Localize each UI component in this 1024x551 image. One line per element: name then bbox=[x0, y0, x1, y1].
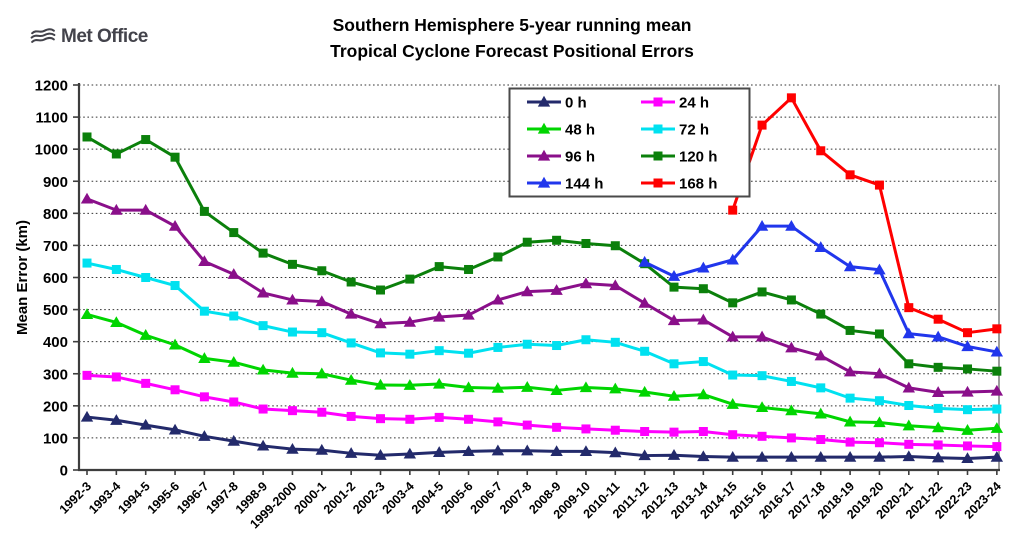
series-120-h bbox=[82, 132, 1002, 376]
chart-title-line2: Tropical Cyclone Forecast Positional Err… bbox=[330, 41, 694, 61]
x-tick-label: 1993-4 bbox=[86, 479, 123, 516]
legend-item-0-h: 0 h bbox=[527, 95, 587, 112]
y-tick-label: 400 bbox=[43, 334, 68, 351]
x-tick-label: 2002-3 bbox=[350, 479, 387, 516]
x-tick-label: 2000-1 bbox=[291, 479, 328, 516]
y-axis-ticks: 0 100 200 300 400 500 600 700 800 900 1000 1100 1200 bbox=[35, 78, 79, 480]
x-tick-label: 2004-5 bbox=[409, 479, 446, 516]
legend-label-72-h: 72 h bbox=[679, 122, 709, 139]
met-office-logo: Met Office bbox=[30, 26, 148, 48]
legend-label-120-h: 120 h bbox=[679, 149, 717, 166]
legend-label-24-h: 24 h bbox=[679, 95, 709, 112]
y-tick-label: 0 bbox=[60, 463, 68, 480]
series-168-h bbox=[728, 93, 1002, 338]
logo-text: Met Office bbox=[61, 26, 148, 47]
legend-label-48-h: 48 h bbox=[565, 122, 595, 139]
legend-item-120-h: 120 h bbox=[641, 149, 717, 166]
y-tick-label: 1100 bbox=[35, 110, 68, 127]
chart-title: Southern Hemisphere 5-year running mean … bbox=[0, 12, 1024, 64]
legend-item-48-h: 48 h bbox=[527, 122, 595, 139]
series-48-h bbox=[80, 308, 1004, 435]
series-24-h bbox=[82, 370, 1002, 452]
y-tick-label: 1200 bbox=[35, 78, 68, 95]
y-tick-label: 900 bbox=[43, 174, 68, 191]
legend-label-96-h: 96 h bbox=[565, 149, 595, 166]
legend-item-72-h: 72 h bbox=[641, 122, 709, 139]
x-tick-label: 2006-7 bbox=[468, 479, 505, 516]
x-tick-label: 2007-8 bbox=[497, 479, 534, 516]
series-144-h bbox=[638, 219, 1004, 357]
x-tick-label: 2003-4 bbox=[380, 479, 417, 516]
legend-item-144-h: 144 h bbox=[527, 176, 603, 193]
y-tick-label: 1000 bbox=[35, 142, 68, 159]
y-tick-label: 800 bbox=[43, 206, 68, 223]
legend: 0 h 24 h 48 h 72 h 96 h 120 h 144 h 168 h bbox=[508, 87, 751, 198]
met-office-wave-icon bbox=[30, 28, 56, 43]
y-tick-label: 300 bbox=[43, 366, 68, 383]
legend-item-168-h: 168 h bbox=[641, 176, 717, 193]
series-96-h bbox=[80, 192, 1004, 397]
x-tick-label: 1994-5 bbox=[115, 479, 152, 516]
legend-label-0-h: 0 h bbox=[565, 95, 587, 112]
y-tick-label: 200 bbox=[43, 398, 68, 415]
legend-label-144-h: 144 h bbox=[565, 176, 603, 193]
x-axis-ticks: 1992-31993-41994-51995-61996-71997-81998… bbox=[57, 470, 1004, 531]
chart-title-line1: Southern Hemisphere 5-year running mean bbox=[332, 15, 692, 35]
legend-label-168-h: 168 h bbox=[679, 176, 717, 193]
x-tick-label: 2001-2 bbox=[321, 479, 358, 516]
y-axis-title: Mean Error (km) bbox=[14, 220, 31, 335]
y-tick-label: 600 bbox=[43, 270, 68, 287]
x-tick-label: 1996-7 bbox=[174, 479, 211, 516]
series-0-h bbox=[80, 410, 1004, 464]
y-tick-label: 700 bbox=[43, 238, 68, 255]
y-tick-label: 500 bbox=[43, 302, 68, 319]
x-tick-label: 2005-6 bbox=[438, 479, 475, 516]
legend-item-24-h: 24 h bbox=[641, 95, 709, 112]
x-tick-label: 1997-8 bbox=[203, 479, 240, 516]
x-tick-label: 1992-3 bbox=[57, 479, 94, 516]
legend-item-96-h: 96 h bbox=[527, 149, 595, 166]
series-72-h bbox=[82, 258, 1002, 415]
y-tick-label: 100 bbox=[43, 430, 68, 447]
x-tick-label: 1995-6 bbox=[145, 479, 182, 516]
